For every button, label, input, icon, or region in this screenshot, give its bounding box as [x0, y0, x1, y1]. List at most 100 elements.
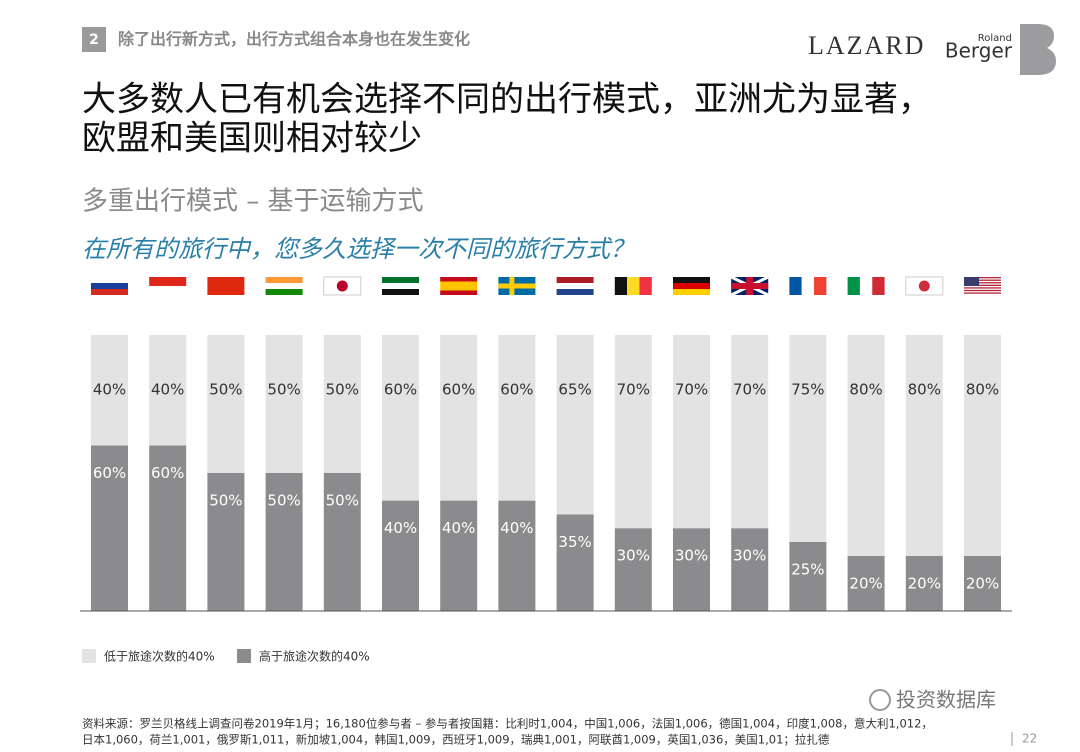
- bar-segment: [265, 473, 303, 611]
- title-line: 大多数人已有机会选择不同的出行模式，亚洲尤为显著，: [82, 80, 932, 120]
- bar-segment: [207, 473, 245, 611]
- logo-b: [1020, 24, 1056, 75]
- chart-question: 在所有的旅行中，您多久选择一次不同的旅行方式？: [82, 235, 634, 263]
- value-label: 80%: [966, 381, 999, 399]
- bar-segment: [847, 555, 885, 611]
- flag: [207, 277, 245, 295]
- flag: [673, 289, 710, 295]
- flag: [627, 277, 640, 295]
- flag: [265, 289, 303, 295]
- watermark: 投资数据库: [896, 688, 996, 712]
- legend-label: 低于旅途次数的40%: [104, 649, 215, 664]
- logo-roland: Roland: [978, 33, 1012, 44]
- value-label: 80%: [908, 381, 941, 399]
- flag: [149, 277, 187, 286]
- value-label: 50%: [209, 381, 242, 399]
- value-label: 50%: [267, 492, 300, 510]
- flag: [498, 283, 536, 289]
- value-label: 70%: [617, 381, 650, 399]
- value-label: 60%: [151, 464, 184, 482]
- value-label: 50%: [209, 492, 242, 510]
- flag: [556, 283, 594, 289]
- flag: [964, 282, 1001, 284]
- value-label: 80%: [849, 381, 882, 399]
- flag: [872, 277, 885, 295]
- flag: [964, 289, 1001, 292]
- bar-segment: [207, 335, 245, 473]
- value-label: 20%: [908, 574, 941, 592]
- chart-subtitle: 多重出行模式 – 基于运输方式: [82, 187, 424, 217]
- bar-segment: [789, 335, 827, 542]
- bar-segment: [556, 335, 594, 515]
- value-label: 50%: [326, 381, 359, 399]
- value-label: 60%: [500, 381, 533, 399]
- flag: [814, 277, 827, 295]
- title-line: 欧盟和美国则相对较少: [82, 119, 422, 159]
- value-label: 40%: [500, 519, 533, 537]
- value-label: 40%: [384, 519, 417, 537]
- bar-segment: [440, 500, 478, 611]
- source-note: 日本1,060，荷兰1,001，俄罗斯1,011，新加坡1,004，韩国1,00…: [82, 733, 830, 747]
- flag: [964, 287, 1001, 289]
- bar-segment: [731, 528, 769, 611]
- page-number: 22: [1022, 732, 1037, 746]
- flag: [440, 281, 478, 286]
- flag: [556, 277, 594, 283]
- value-label: 35%: [558, 533, 591, 551]
- bar-segment: [964, 555, 1001, 611]
- bar-segment: [905, 555, 943, 611]
- value-label: 30%: [733, 547, 766, 565]
- flag: [964, 284, 1001, 286]
- value-label: 70%: [675, 381, 708, 399]
- bar-segment: [905, 335, 943, 556]
- bar-segment: [789, 542, 827, 611]
- value-label: 60%: [442, 381, 475, 399]
- bar-segment: [382, 500, 419, 611]
- flag: [382, 277, 419, 283]
- source-note: 资料来源：罗兰贝格线上调查问卷2019年1月；16,180位参与者 – 参与者按…: [82, 717, 933, 731]
- value-label: 20%: [966, 574, 999, 592]
- bar-segment: [673, 528, 710, 611]
- value-label: 70%: [733, 381, 766, 399]
- flag: [847, 277, 860, 295]
- flag: [440, 277, 478, 282]
- bar-segment: [149, 445, 187, 611]
- bar-segment: [91, 445, 128, 611]
- value-label: 60%: [384, 381, 417, 399]
- value-label: 40%: [93, 381, 126, 399]
- section-badge: [82, 27, 106, 52]
- flag: [382, 289, 419, 295]
- bar-segment: [964, 335, 1001, 556]
- bar-segment: [149, 335, 187, 446]
- value-label: 40%: [151, 381, 184, 399]
- value-label: 65%: [558, 381, 591, 399]
- legend-swatch: [82, 649, 96, 663]
- bar-segment: [614, 335, 652, 529]
- bar-segment: [91, 335, 128, 446]
- value-label: 40%: [442, 519, 475, 537]
- flag: [265, 277, 303, 283]
- bar-segment: [673, 335, 710, 529]
- bar-segment: [731, 335, 769, 529]
- value-label: 30%: [675, 547, 708, 565]
- value-label: 60%: [93, 464, 126, 482]
- flag: [639, 277, 652, 295]
- logo-berger: Berger: [945, 39, 1013, 63]
- legend-swatch: [237, 649, 251, 663]
- flag: [265, 283, 303, 289]
- bar-segment: [323, 473, 361, 611]
- flag: [614, 277, 628, 295]
- flag: [964, 277, 979, 286]
- flag: [964, 292, 1001, 294]
- flag: [440, 286, 478, 291]
- bar-segment: [847, 335, 885, 556]
- legend-label: 高于旅途次数的40%: [259, 649, 370, 664]
- flag: [149, 286, 187, 295]
- flag: [382, 283, 419, 289]
- flag: [91, 289, 128, 295]
- value-label: 20%: [849, 574, 882, 592]
- flag: [964, 279, 1001, 281]
- flag: [556, 289, 594, 295]
- flag: [789, 277, 802, 295]
